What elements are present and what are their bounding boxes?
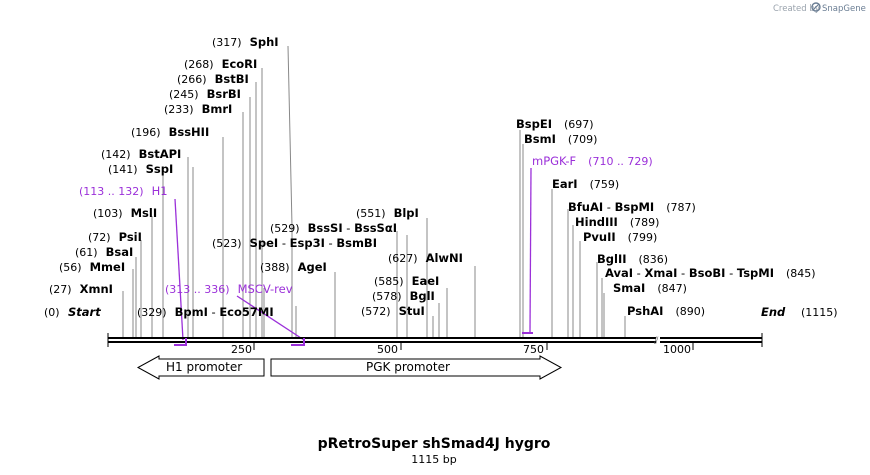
tick-label: 750 bbox=[523, 343, 544, 356]
map-length: 1115 bp bbox=[411, 453, 456, 466]
tick-label: 500 bbox=[377, 343, 398, 356]
scale-ticks: 250 500 750 1000 bbox=[231, 342, 694, 356]
primer-label-h1: (113 .. 132) H1 bbox=[79, 184, 168, 198]
enzyme-label: (329) BpmI - Eco57MI bbox=[137, 305, 274, 319]
map-title: pRetroSuper shSmad4J hygro bbox=[318, 436, 551, 452]
enzyme-label: (523) SpeI - Esp3I - BsmBI bbox=[212, 236, 377, 250]
tick-label: 1000 bbox=[663, 343, 691, 356]
enzyme-labels: (27) XmnI (56) MmeI (61) BsaI (72) PsiI (103… bbox=[49, 35, 816, 319]
enzyme-label: (551) BlpI bbox=[356, 206, 419, 220]
enzyme-label: BglII (836) bbox=[597, 252, 668, 266]
primer-arrows bbox=[174, 332, 533, 346]
enzyme-label: (317) SphI bbox=[212, 35, 279, 49]
enzyme-label: PshAI (890) bbox=[627, 304, 705, 318]
enzyme-label: PvuII (799) bbox=[583, 230, 657, 244]
primer-label-mscv-rev: (313 .. 336) MSCV-rev bbox=[165, 282, 293, 296]
feature-label: H1 promoter bbox=[166, 360, 242, 374]
enzyme-label: (266) BstBI bbox=[177, 72, 249, 86]
enzyme-label: (72) PsiI bbox=[88, 230, 142, 244]
enzyme-label: BsmI (709) bbox=[524, 132, 597, 146]
primer-connector bbox=[529, 167, 532, 333]
enzyme-label: BspEI (697) bbox=[516, 117, 594, 131]
enzyme-label: (268) EcoRI bbox=[184, 57, 257, 71]
enzyme-label: (56) MmeI bbox=[59, 260, 125, 274]
sequence-end-label: End (1115) bbox=[761, 305, 838, 319]
primer-connector bbox=[236, 295, 305, 341]
enzyme-label: HindIII (789) bbox=[575, 215, 659, 229]
enzyme-label: (27) XmnI bbox=[49, 282, 113, 296]
enzyme-label: (233) BmrI bbox=[164, 102, 232, 116]
enzyme-label: (103) MslI bbox=[93, 206, 157, 220]
primer-labels: (113 .. 132) H1 (313 .. 336) MSCV-rev mPGK… bbox=[79, 154, 653, 296]
primer-arrow-mscv-rev bbox=[291, 338, 305, 346]
created-by-text: Created by bbox=[773, 4, 820, 14]
enzyme-label: (61) BsaI bbox=[75, 245, 133, 259]
backbone-break-icon: ⫽ bbox=[653, 336, 659, 347]
enzyme-label: (627) AlwNI bbox=[388, 251, 463, 265]
primer-label-mpgk-f: mPGK-F (710 .. 729) bbox=[532, 154, 653, 168]
enzyme-label: SmaI (847) bbox=[613, 281, 687, 295]
snapgene-name: SnapGene bbox=[822, 4, 866, 14]
enzyme-label: (141) SspI bbox=[108, 162, 173, 176]
connector-line bbox=[287, 45, 293, 337]
enzyme-label: (572) StuI bbox=[361, 304, 425, 318]
primer-connector bbox=[174, 198, 184, 341]
enzyme-label: BfuAI - BspMI (787) bbox=[568, 200, 696, 214]
feature-h1-promoter: H1 promoter bbox=[136, 355, 265, 380]
end-name: End bbox=[761, 305, 786, 319]
enzyme-label: EarI (759) bbox=[552, 177, 619, 191]
enzyme-label: (196) BssHII bbox=[131, 125, 209, 139]
sequence-start-label: (0) Start bbox=[44, 305, 101, 319]
enzyme-label: (529) BssSI - BssSαI bbox=[270, 221, 397, 235]
start-position: (0) bbox=[44, 306, 60, 319]
enzyme-label: (245) BsrBI bbox=[169, 87, 241, 101]
snapgene-logo-icon bbox=[811, 2, 821, 12]
enzyme-label: AvaI - XmaI - BsoBI - TspMI (845) bbox=[605, 266, 816, 280]
feature-pgk-promoter: PGK promoter bbox=[270, 355, 563, 380]
start-name: Start bbox=[68, 305, 101, 319]
feature-label: PGK promoter bbox=[366, 360, 450, 374]
primer-arrow-h1 bbox=[174, 338, 187, 346]
tick-label: 250 bbox=[231, 343, 252, 356]
end-position: (1115) bbox=[801, 306, 838, 319]
enzyme-label: (578) BglI bbox=[372, 289, 435, 303]
enzyme-label: (388) AgeI bbox=[260, 260, 327, 274]
primer-connector-lines bbox=[174, 167, 532, 341]
enzyme-label: (142) BstAPI bbox=[101, 147, 181, 161]
enzyme-label: (585) EaeI bbox=[374, 274, 439, 288]
sequence-backbone: ⫽ bbox=[107, 333, 763, 347]
snapgene-branding: Created by SnapGene bbox=[773, 2, 866, 14]
